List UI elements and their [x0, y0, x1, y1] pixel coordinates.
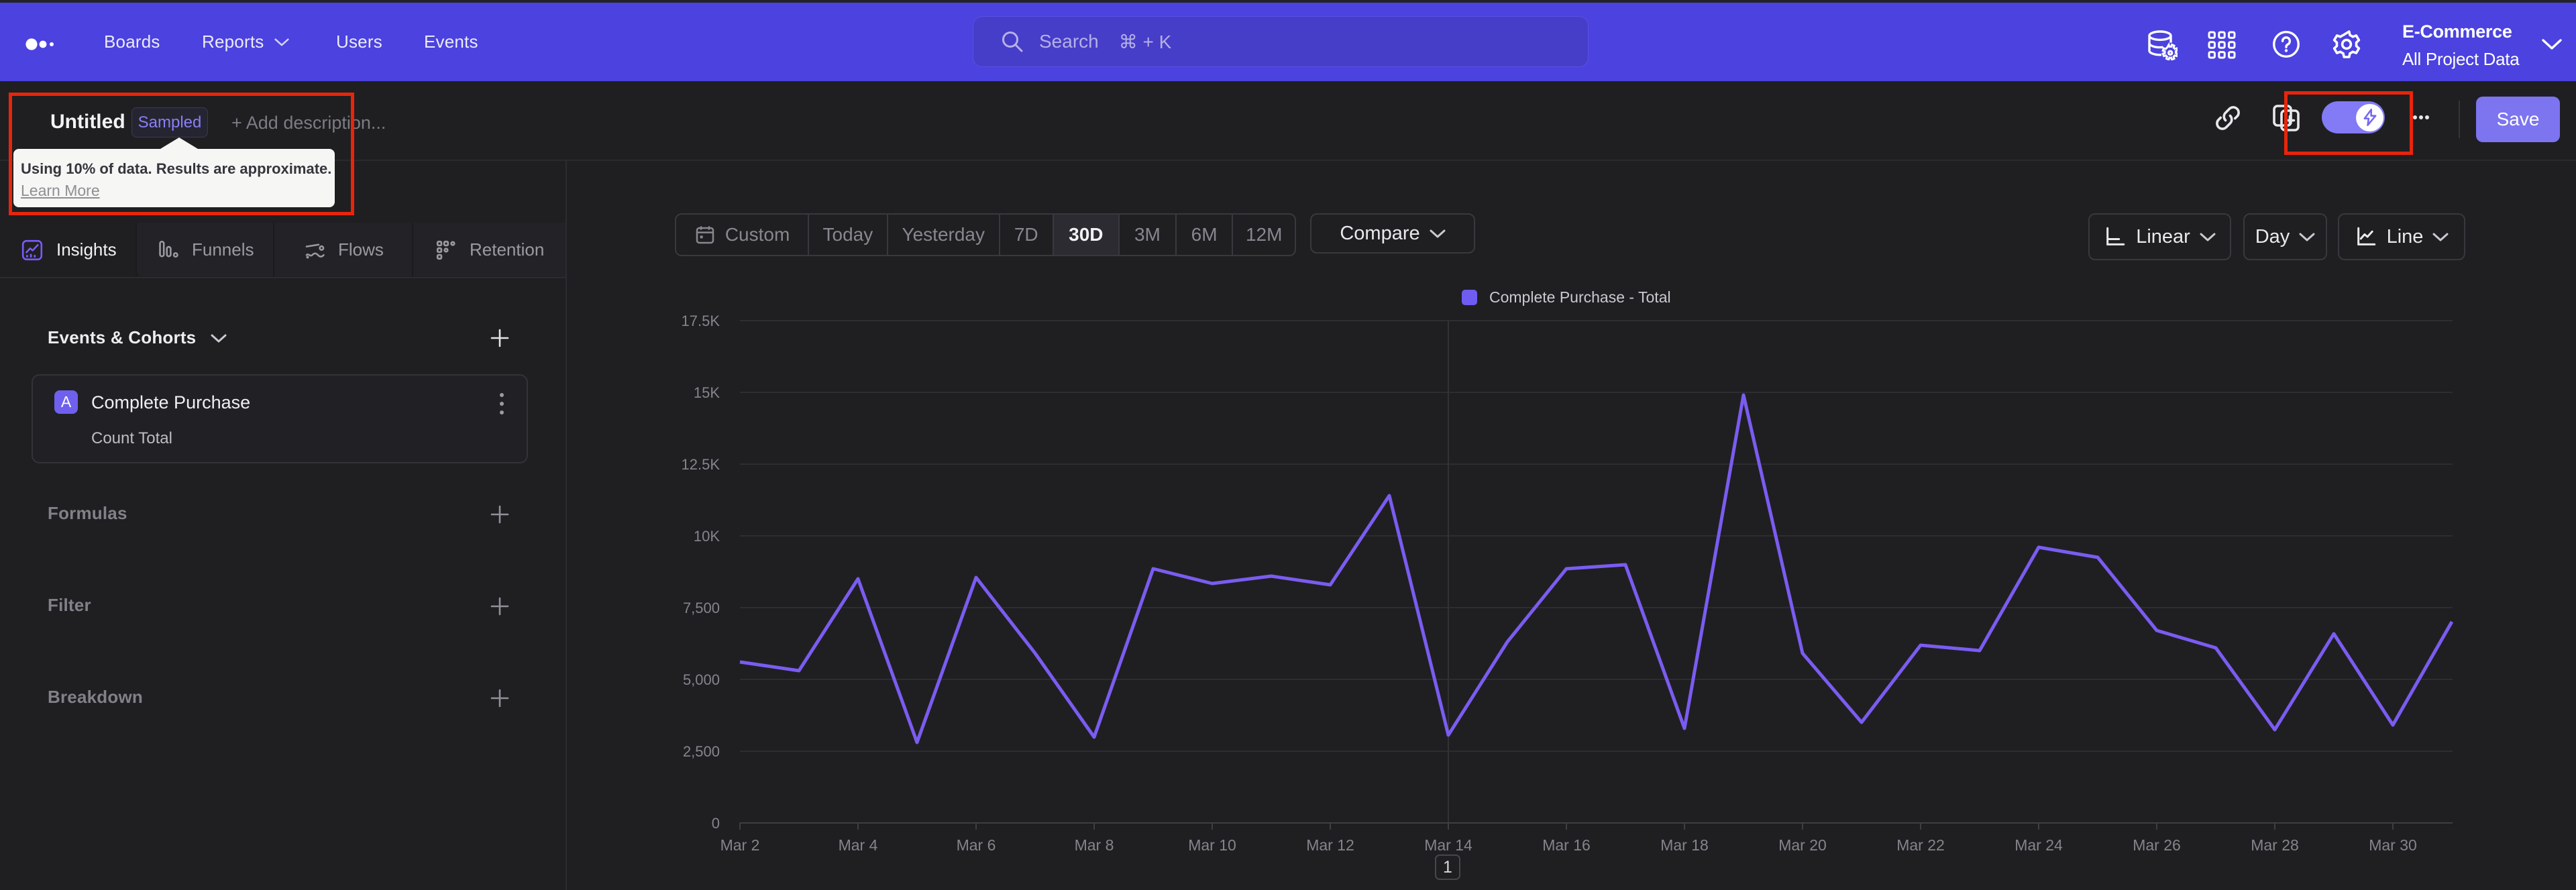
svg-text:10K: 10K [694, 528, 720, 545]
svg-text:Mar 24: Mar 24 [2015, 836, 2063, 854]
svg-text:Mar 8: Mar 8 [1075, 836, 1114, 854]
svg-text:Mar 6: Mar 6 [957, 836, 996, 854]
svg-text:Mar 2: Mar 2 [720, 836, 760, 854]
svg-text:Mar 10: Mar 10 [1188, 836, 1236, 854]
svg-text:0: 0 [712, 815, 720, 832]
svg-text:12.5K: 12.5K [682, 456, 720, 473]
svg-text:Mar 12: Mar 12 [1306, 836, 1354, 854]
svg-text:7,500: 7,500 [683, 600, 720, 616]
svg-text:5,000: 5,000 [683, 671, 720, 688]
svg-text:Mar 26: Mar 26 [2133, 836, 2181, 854]
svg-text:Mar 22: Mar 22 [1896, 836, 1945, 854]
svg-text:Mar 30: Mar 30 [2369, 836, 2417, 854]
svg-text:Mar 4: Mar 4 [839, 836, 878, 854]
svg-text:Mar 28: Mar 28 [2251, 836, 2299, 854]
svg-text:2,500: 2,500 [683, 743, 720, 760]
svg-text:15K: 15K [694, 384, 720, 401]
svg-text:Mar 20: Mar 20 [1778, 836, 1827, 854]
svg-text:Mar 14: Mar 14 [1424, 836, 1472, 854]
svg-text:Mar 16: Mar 16 [1542, 836, 1591, 854]
svg-text:17.5K: 17.5K [682, 313, 720, 329]
svg-text:Mar 18: Mar 18 [1660, 836, 1709, 854]
